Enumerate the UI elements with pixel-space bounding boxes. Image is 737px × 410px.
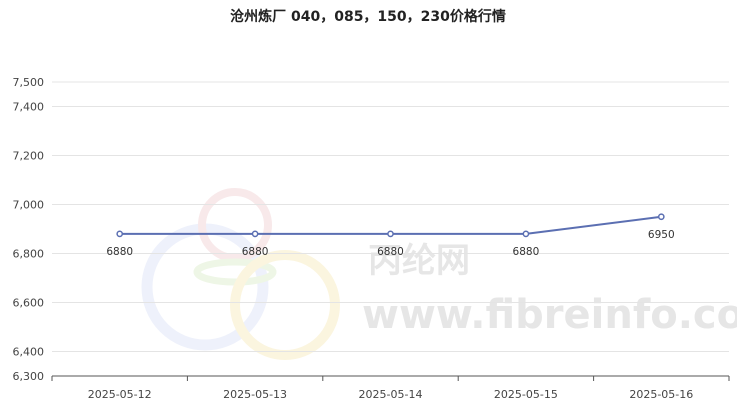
x-axis: 2025-05-12 2025-05-13 2025-05-14 2025-05-15… <box>51 375 730 401</box>
data-point <box>387 230 394 238</box>
data-label: 6950 <box>648 229 675 241</box>
watermark-ring-green <box>193 258 277 286</box>
x-tick-label: 2025-05-12 <box>88 388 152 401</box>
watermark-site: www.fibreinfo.com <box>362 292 737 338</box>
watermark-ring-yellow <box>230 250 340 360</box>
watermark: 丙纶网 www.fibreinfo.com <box>141 188 737 360</box>
data-label: 6880 <box>242 246 269 258</box>
data-point <box>251 230 259 238</box>
y-axis: 6,300 6,400 6,600 6,800 7,000 7,200 7,400 7,500 <box>13 76 45 383</box>
data-point <box>522 230 530 238</box>
chart-title: 沧州炼厂 040，085，150，230价格行情 <box>230 8 506 25</box>
data-point <box>657 213 665 221</box>
data-label: 6880 <box>377 246 404 258</box>
x-tick-label: 2025-05-15 <box>494 388 558 401</box>
y-grid <box>52 81 729 352</box>
x-tick-label: 2025-05-14 <box>359 388 423 401</box>
series-plot: 6880 6880 6880 6880 6950 <box>106 213 675 258</box>
y-tick-label: 7,200 <box>13 150 45 163</box>
x-tick-label: 2025-05-13 <box>223 388 287 401</box>
y-tick-label: 6,300 <box>13 370 45 383</box>
y-tick-label: 7,500 <box>13 76 45 89</box>
data-point <box>116 230 124 238</box>
watermark-ring-red <box>198 188 272 262</box>
x-tick-label: 2025-05-16 <box>629 388 693 401</box>
y-tick-label: 7,400 <box>13 101 45 114</box>
watermark-brand: 丙纶网 <box>368 241 470 281</box>
data-label: 6880 <box>513 246 540 258</box>
y-tick-label: 7,000 <box>13 199 45 212</box>
y-tick-label: 6,800 <box>13 248 45 261</box>
y-tick-label: 6,600 <box>13 297 45 310</box>
y-tick-label: 6,400 <box>13 346 45 359</box>
data-label: 6880 <box>106 246 133 258</box>
